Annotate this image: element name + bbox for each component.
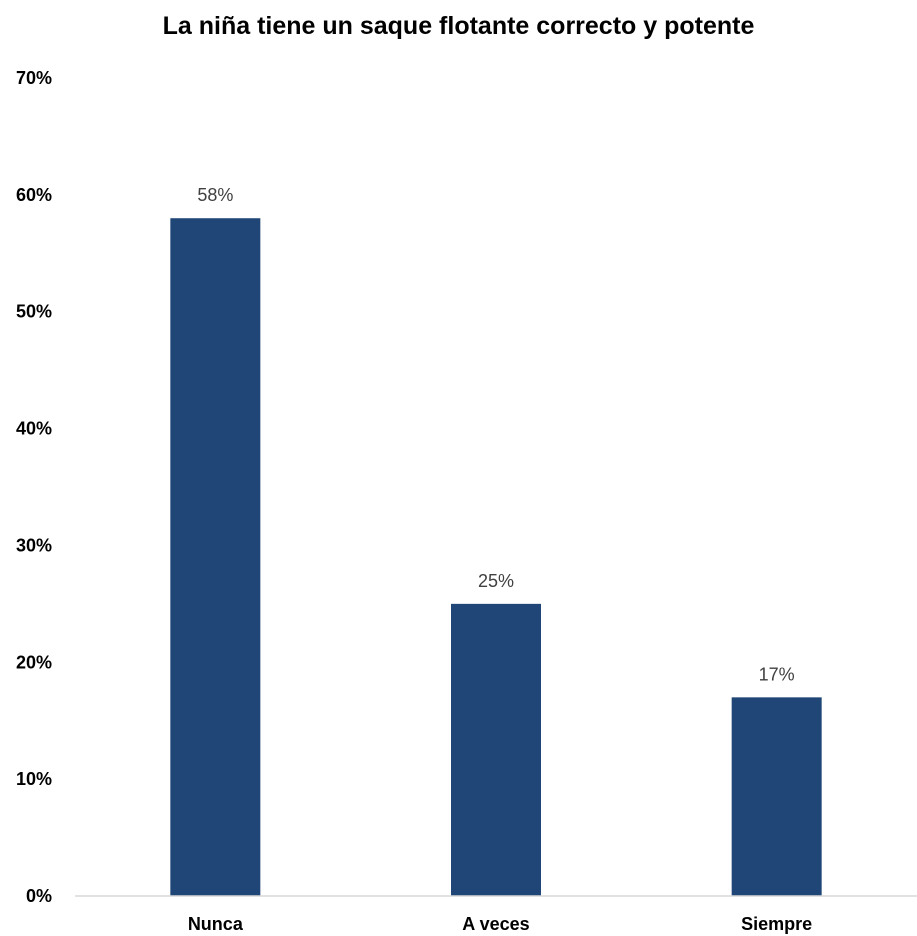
y-tick-label: 40% [16, 419, 52, 439]
y-tick-label: 70% [16, 68, 52, 88]
data-labels: 58% 25% 17% [197, 185, 794, 684]
bar [451, 603, 541, 896]
bar [170, 218, 261, 896]
chart-title: La niña tiene un saque flotante correcto… [162, 12, 755, 40]
category-label: A veces [462, 914, 529, 934]
y-axis-ticks: 0% 10% 20% 30% 40% 50% 60% 70% [16, 68, 52, 906]
x-axis-categories: Nunca A veces Siempre [188, 914, 812, 934]
y-tick-label: 0% [26, 886, 52, 906]
category-label: Siempre [741, 914, 812, 934]
y-tick-label: 50% [16, 302, 52, 322]
bars [170, 218, 822, 896]
y-tick-label: 10% [16, 769, 52, 789]
data-label: 25% [478, 571, 514, 591]
data-label: 17% [759, 664, 795, 684]
category-label: Nunca [188, 914, 244, 934]
y-tick-label: 60% [16, 185, 52, 205]
data-label: 58% [197, 185, 233, 205]
y-tick-label: 30% [16, 535, 52, 555]
bar [731, 697, 822, 896]
y-tick-label: 20% [16, 652, 52, 672]
